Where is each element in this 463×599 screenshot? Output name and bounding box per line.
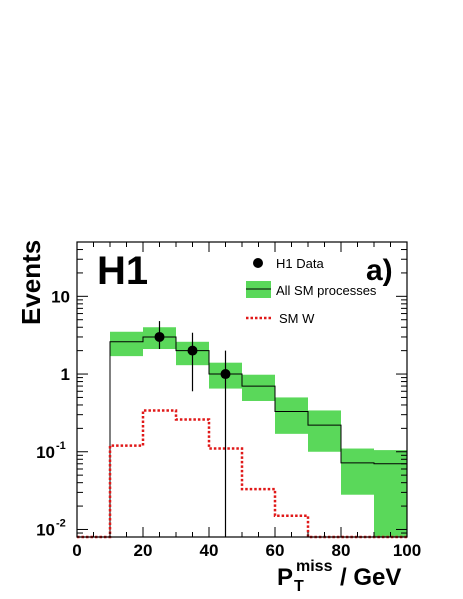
band-bin-5	[242, 374, 275, 401]
x-tick-label-0: 0	[72, 541, 81, 560]
sm-histogram-line	[77, 336, 407, 538]
sm-line	[77, 336, 407, 538]
y-tick-exp-3: -2	[56, 517, 66, 529]
panel-label: a)	[366, 254, 393, 287]
x-axis-title: P miss T / GeV	[277, 558, 401, 595]
axis-ticks	[76, 241, 408, 538]
band-bin-1	[110, 331, 143, 357]
data-point-1	[187, 345, 198, 356]
x-tick-label-40: 40	[200, 541, 219, 560]
x-tick-labels: 0 20 40 60 80 100	[72, 541, 421, 560]
band-bin-8	[341, 448, 374, 495]
y-tick-label-2: 10	[36, 443, 55, 462]
x-axis-title-unit: / GeV	[340, 564, 401, 591]
legend-label-sm: All SM processes	[276, 283, 377, 298]
x-axis-title-sup: miss	[296, 558, 333, 575]
data-points	[154, 321, 231, 537]
y-tick-label-0: 10	[51, 287, 70, 306]
sm-uncertainty-band	[110, 327, 407, 537]
legend-label-data: H1 Data	[276, 256, 324, 271]
x-tick-label-100: 100	[393, 541, 421, 560]
legend-data-marker	[253, 258, 263, 268]
band-bin-9	[374, 450, 407, 537]
band-bin-6	[275, 397, 308, 434]
y-tick-label-3: 10	[36, 520, 55, 539]
y-tick-exp-2: -1	[56, 440, 66, 452]
data-point-0	[154, 331, 165, 342]
y-axis-title: Events	[16, 240, 46, 325]
y-tick-label-1: 1	[61, 365, 70, 384]
data-point-2	[220, 369, 231, 380]
x-tick-label-80: 80	[332, 541, 351, 560]
legend: H1 Data All SM processes SM W	[246, 256, 377, 326]
experiment-label: H1	[97, 249, 148, 293]
legend-label-w: SM W	[279, 311, 315, 326]
band-bin-7	[308, 410, 341, 452]
x-tick-label-20: 20	[134, 541, 153, 560]
x-tick-label-60: 60	[266, 541, 285, 560]
x-axis-title-sub: T	[294, 578, 304, 595]
x-axis-title-main: P	[277, 564, 293, 591]
